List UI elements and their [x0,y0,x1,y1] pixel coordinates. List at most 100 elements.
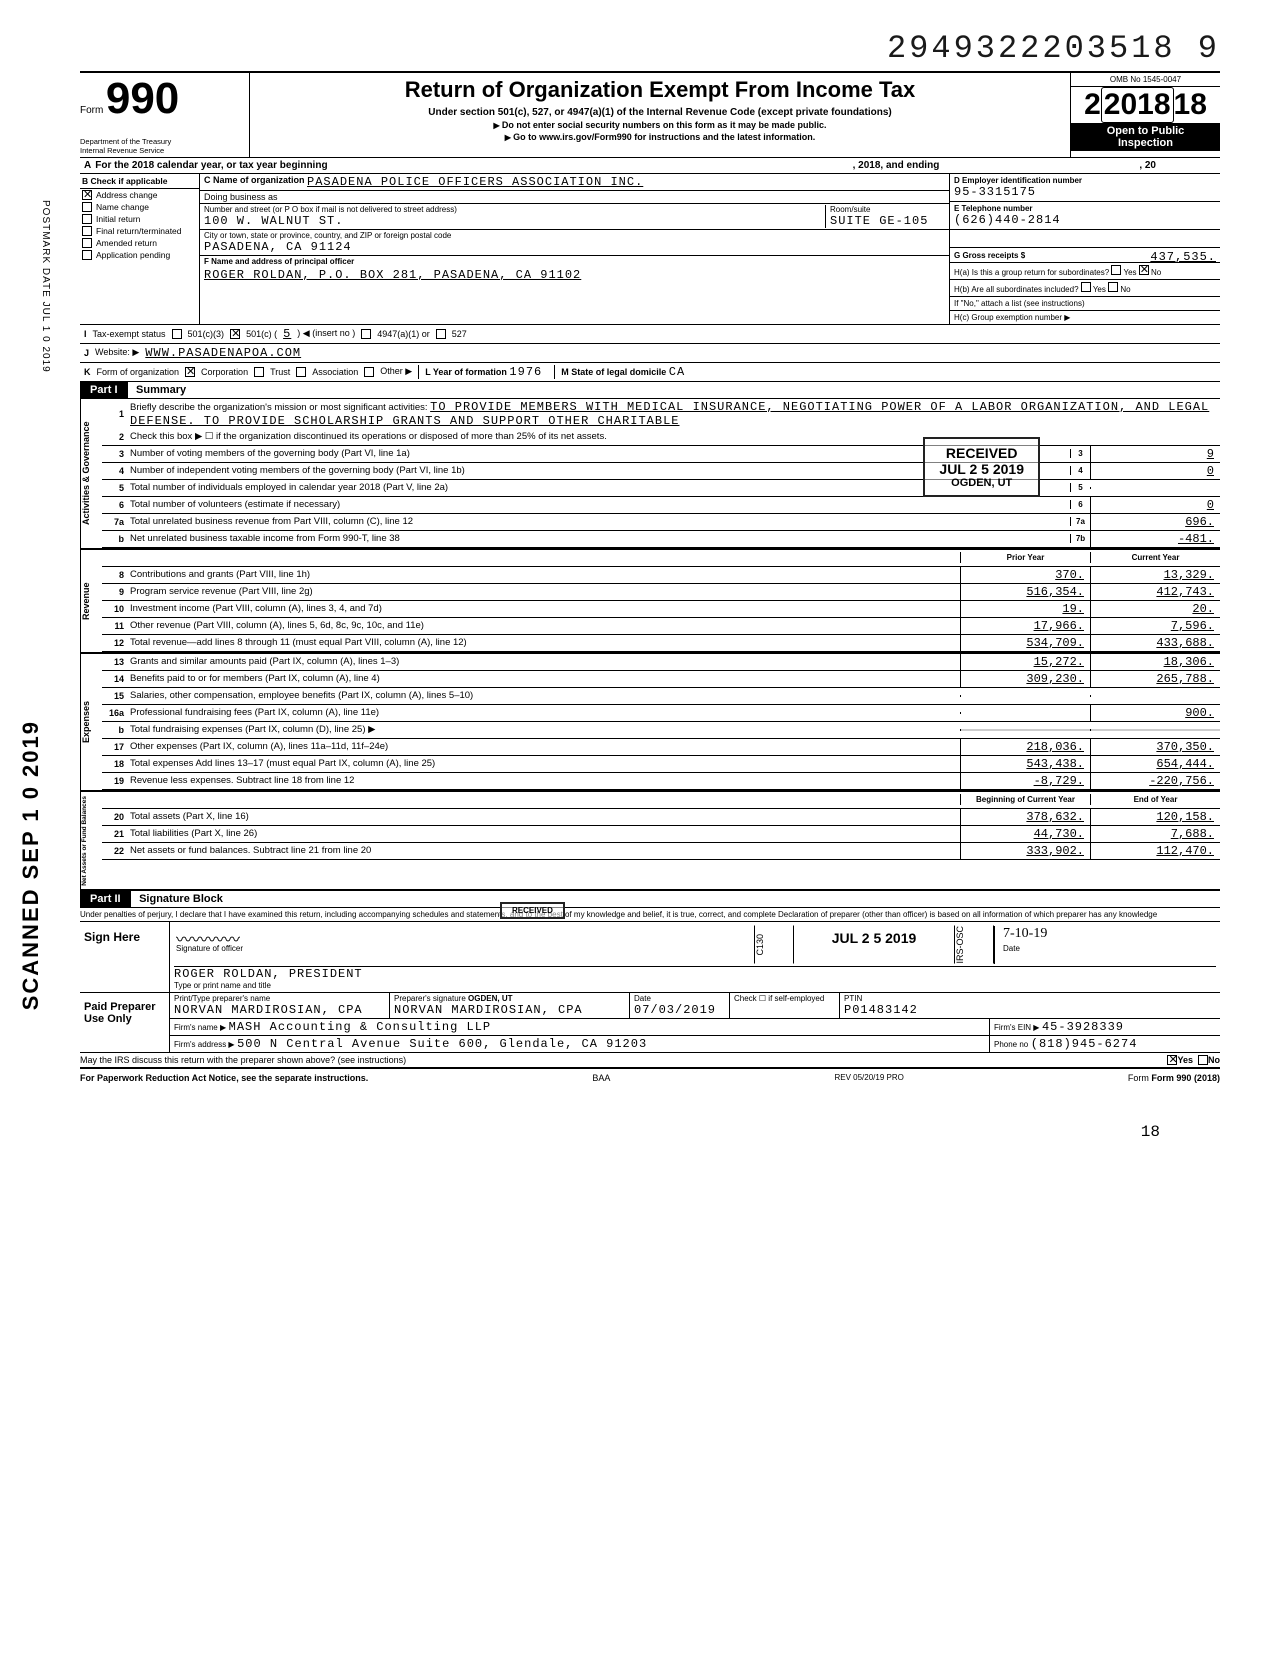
cb-address-change[interactable] [82,190,92,200]
f-label: F Name and address of principal officer [200,256,949,267]
l7a-box: 7a [1070,517,1090,526]
r20-c: 120,158. [1090,809,1220,825]
c-label: C Name of organization [204,175,305,189]
firm-addr-label: Firm's address ▶ [174,1040,235,1049]
date-signature: 7-10-19 [1003,926,1214,944]
expenses-section: Expenses 13Grants and similar amounts pa… [80,654,1220,792]
cb-assoc[interactable] [296,367,306,377]
cb-527[interactable] [436,329,446,339]
dept-irs: Internal Revenue Service [80,146,241,155]
lbl-corp: Corporation [201,367,248,377]
org-name: PASADENA POLICE OFFICERS ASSOCIATION INC… [307,175,643,189]
lbl-4947: 4947(a)(1) or [377,329,430,339]
stamp1-l2: JUL 2 5 2019 [939,461,1024,477]
r13-n: 13 [102,657,130,667]
r11-p: 17,966. [960,618,1090,634]
e-label: E Telephone number [954,204,1216,213]
stamp1-l3: OGDEN, UT [939,477,1024,489]
yearline-2: , 2018, and ending [853,160,940,171]
r16b-d: Total fundraising expenses (Part IX, col… [130,723,960,736]
ein-value: 95-3315175 [954,185,1216,199]
lbl-final-return: Final return/terminated [96,226,182,236]
l6-text: Total number of volunteers (estimate if … [130,498,1070,511]
r16a-d: Professional fundraising fees (Part IX, … [130,706,960,719]
street-value: 100 W. WALNUT ST. [204,214,825,228]
prep-date-label: Date [634,994,725,1003]
l3-box: 3 [1070,449,1090,458]
curr-year-hdr: Current Year [1090,552,1220,563]
cb-501c[interactable] [230,329,240,339]
net-assets-section: Net Assets or Fund Balances Beginning of… [80,792,1220,892]
lbl-initial-return: Initial return [96,214,140,224]
cb-ha-no[interactable] [1139,265,1149,275]
lbl-amended: Amended return [96,238,157,248]
l7a-val: 696. [1090,514,1220,530]
r8-n: 8 [102,570,130,580]
city-value: PASADENA, CA 91124 [204,240,945,254]
cb-ha-yes[interactable] [1111,265,1121,275]
page-footer: For Paperwork Reduction Act Notice, see … [80,1069,1220,1083]
cb-trust[interactable] [254,367,264,377]
cb-name-change[interactable] [82,202,92,212]
section-i: I Tax-exempt status 501(c)(3) 501(c) ( 5… [80,325,1220,344]
firm-addr: 500 N Central Avenue Suite 600, Glendale… [237,1037,647,1051]
cb-hb-no[interactable] [1108,282,1118,292]
rot-revenue: Revenue [80,550,102,652]
footer-mid: BAA [592,1073,610,1083]
b-header: Check if applicable [91,176,168,186]
page-number: 18 [80,1083,1220,1141]
cb-discuss-yes[interactable] [1167,1055,1177,1065]
stamp1-l1: RECEIVED [939,445,1024,461]
cb-initial-return[interactable] [82,214,92,224]
cb-final-return[interactable] [82,226,92,236]
section-a-yearline: A For the 2018 calendar year, or tax yea… [80,158,1220,174]
r10-n: 10 [102,604,130,614]
dba-label: Doing business as [204,192,278,202]
cb-discuss-no[interactable] [1198,1055,1208,1065]
r8-c: 13,329. [1090,567,1220,583]
prep-sig: NORVAN MARDIROSIAN, CPA [394,1003,625,1017]
j-label: J [84,348,89,358]
b-label: B [82,176,88,186]
form-header: Form 990 Department of the Treasury Inte… [80,71,1220,158]
sign-here-block: Sign Here 〰〰〰〰 Signature of officer C130… [80,922,1220,993]
cb-corp[interactable] [185,367,195,377]
cb-4947[interactable] [361,329,371,339]
form-number-box: Form 990 Department of the Treasury Inte… [80,73,250,157]
l7a-text: Total unrelated business revenue from Pa… [130,515,1070,528]
firm-phone-label: Phone no [994,1040,1028,1049]
prep-name: NORVAN MARDIROSIAN, CPA [174,1003,385,1017]
r16b-c [1090,729,1220,731]
yearline-1: For the 2018 calendar year, or tax year … [95,160,327,171]
cb-501c3[interactable] [172,329,182,339]
section-k: K Form of organization Corporation Trust… [80,363,1220,382]
i-text: Tax-exempt status [93,329,166,339]
l6-val: 0 [1090,497,1220,513]
k-label: K [84,367,91,377]
cb-app-pending[interactable] [82,250,92,260]
r22-n: 22 [102,846,130,856]
officer-name: ROGER ROLDAN, PRESIDENT [174,967,1216,981]
cb-other[interactable] [364,367,374,377]
scanned-stamp: SCANNED SEP 1 0 2019 [18,720,44,1010]
r15-p [960,695,1090,697]
r13-p: 15,272. [960,654,1090,670]
title-box: Return of Organization Exempt From Incom… [250,73,1070,157]
lbl-name-change: Name change [96,202,149,212]
r22-d: Net assets or fund balances. Subtract li… [130,844,960,857]
cb-amended[interactable] [82,238,92,248]
document-number: 2949322203518 9 [80,30,1220,67]
r9-p: 516,354. [960,584,1090,600]
r14-c: 265,788. [1090,671,1220,687]
r12-p: 534,709. [960,635,1090,651]
k-text: Form of organization [97,367,180,377]
r9-n: 9 [102,587,130,597]
section-c-f: C Name of organization PASADENA POLICE O… [200,174,950,324]
received-stamp-1: RECEIVED JUL 2 5 2019 OGDEN, UT [923,437,1040,497]
omb-box: OMB No 1545-0047 2201818 Open to Public … [1070,73,1220,157]
r21-c: 7,688. [1090,826,1220,842]
open-public: Open to Public Inspection [1071,123,1220,151]
discuss-text: May the IRS discuss this return with the… [80,1055,1167,1065]
cb-hb-yes[interactable] [1081,282,1091,292]
lbl-app-pending: Application pending [96,250,170,260]
